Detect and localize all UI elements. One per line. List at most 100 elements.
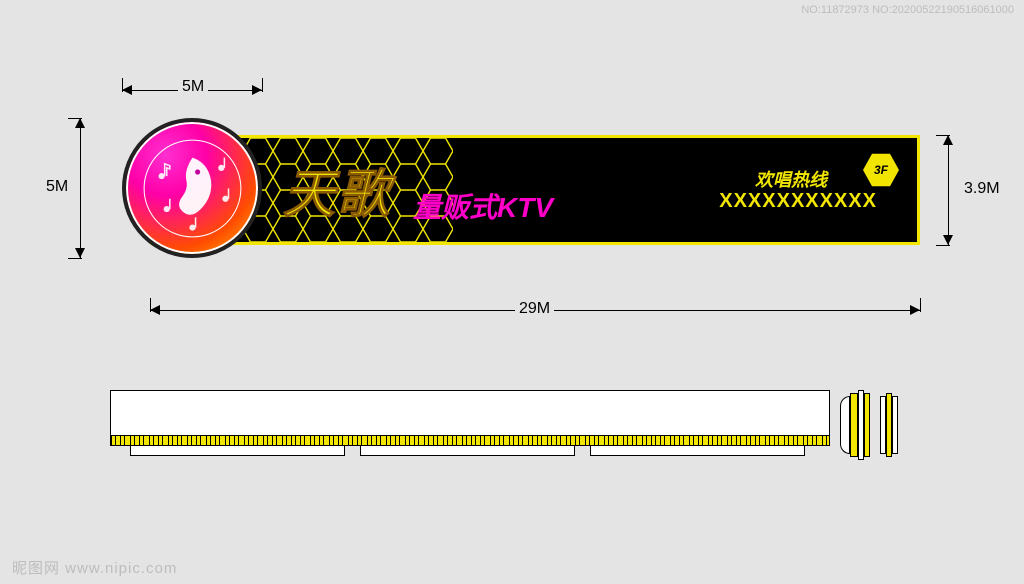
profile-notch (424, 435, 429, 446)
profile-notch (443, 435, 448, 446)
profile-notch (139, 435, 144, 446)
profile-view (110, 390, 920, 460)
sign-title: 天歌 (283, 152, 391, 227)
profile-notch (367, 435, 372, 446)
ktv-sign: 天歌 量贩式KTV 欢唱热线 XXXXXXXXXXX 3F (150, 135, 920, 245)
logo-circle (122, 118, 262, 258)
hotline-value: XXXXXXXXXXX (719, 190, 877, 213)
profile-notch (215, 435, 220, 446)
profile-notch (822, 435, 827, 446)
profile-notch (386, 435, 391, 446)
profile-notch (566, 435, 571, 446)
dim-tick (68, 258, 82, 259)
profile-notch (717, 435, 722, 446)
dim-tick (936, 135, 950, 136)
profile-notch (234, 435, 239, 446)
logo-side-part (850, 393, 858, 457)
profile-notch (168, 435, 173, 446)
dim-right-arrow-d (943, 235, 953, 245)
profile-notch (509, 435, 514, 446)
profile-notch (338, 435, 343, 446)
dim-top-label: 5M (178, 78, 208, 96)
profile-notch (329, 435, 334, 446)
profile-notch (282, 435, 287, 446)
profile-segment (130, 446, 345, 456)
dim-left-label: 5M (42, 178, 72, 196)
profile-notch (158, 435, 163, 446)
profile-notch (556, 435, 561, 446)
profile-notch (310, 435, 315, 446)
logo-side-part (840, 396, 850, 454)
meta-text: NO:11872973 NO:20200522190516061000 (801, 4, 1014, 16)
profile-notch (414, 435, 419, 446)
profile-notch (774, 435, 779, 446)
dim-tick (68, 118, 82, 119)
logo-side-part (892, 396, 898, 454)
profile-notch (253, 435, 258, 446)
bird-music-icon (141, 137, 244, 240)
profile-notch (765, 435, 770, 446)
dim-left-arrow-d (75, 248, 85, 258)
dim-tick (122, 78, 123, 92)
profile-notch (225, 435, 230, 446)
profile-notch (736, 435, 741, 446)
sign-subtitle: 量贩式KTV (413, 186, 553, 226)
profile-notch (642, 435, 647, 446)
hotline-label: 欢唱热线 (755, 166, 827, 192)
profile-notch (547, 435, 552, 446)
profile-notch (698, 435, 703, 446)
profile-notch (300, 435, 305, 446)
profile-notch (433, 435, 438, 446)
profile-notch (395, 435, 400, 446)
profile-led-strip (110, 436, 830, 446)
profile-notch (471, 435, 476, 446)
dim-right-label: 3.9M (960, 180, 1004, 198)
dim-top-arrow-l (122, 85, 132, 95)
profile-notch (803, 435, 808, 446)
dim-left-line (80, 118, 81, 258)
profile-notch (111, 435, 116, 446)
profile-notch (348, 435, 353, 446)
profile-notch (746, 435, 751, 446)
profile-notch (177, 435, 182, 446)
profile-notch (651, 435, 656, 446)
profile-notch (518, 435, 523, 446)
profile-notch (120, 435, 125, 446)
profile-notch (319, 435, 324, 446)
dim-top-arrow-r (252, 85, 262, 95)
profile-notch (727, 435, 732, 446)
profile-notch (784, 435, 789, 446)
profile-notch (490, 435, 495, 446)
profile-notch (357, 435, 362, 446)
profile-notch (670, 435, 675, 446)
profile-notch (376, 435, 381, 446)
profile-notch (632, 435, 637, 446)
logo-side-part (864, 393, 870, 457)
profile-notch (272, 435, 277, 446)
profile-notch (537, 435, 542, 446)
profile-notch (130, 435, 135, 446)
profile-notch (291, 435, 296, 446)
profile-notch (462, 435, 467, 446)
profile-notch (528, 435, 533, 446)
profile-notch (660, 435, 665, 446)
dim-tick (936, 245, 950, 246)
profile-notch (149, 435, 154, 446)
dim-left-arrow-u (75, 118, 85, 128)
profile-notch (613, 435, 618, 446)
dim-tick (262, 78, 263, 92)
profile-notch (187, 435, 192, 446)
dim-bottom-arrow-r (910, 305, 920, 315)
profile-notch (708, 435, 713, 446)
profile-segment (590, 446, 805, 456)
profile-segment (360, 446, 575, 456)
profile-notch (263, 435, 268, 446)
profile-notch (585, 435, 590, 446)
profile-notch (499, 435, 504, 446)
diagram-canvas: 5M 5M 3.9M 29M 天歌 量贩式KTV 欢唱热线 XXXXXXXXXX… (0, 0, 1024, 584)
profile-notch (244, 435, 249, 446)
profile-notch (679, 435, 684, 446)
dim-tick (150, 298, 151, 312)
profile-notch (689, 435, 694, 446)
profile-notch (480, 435, 485, 446)
